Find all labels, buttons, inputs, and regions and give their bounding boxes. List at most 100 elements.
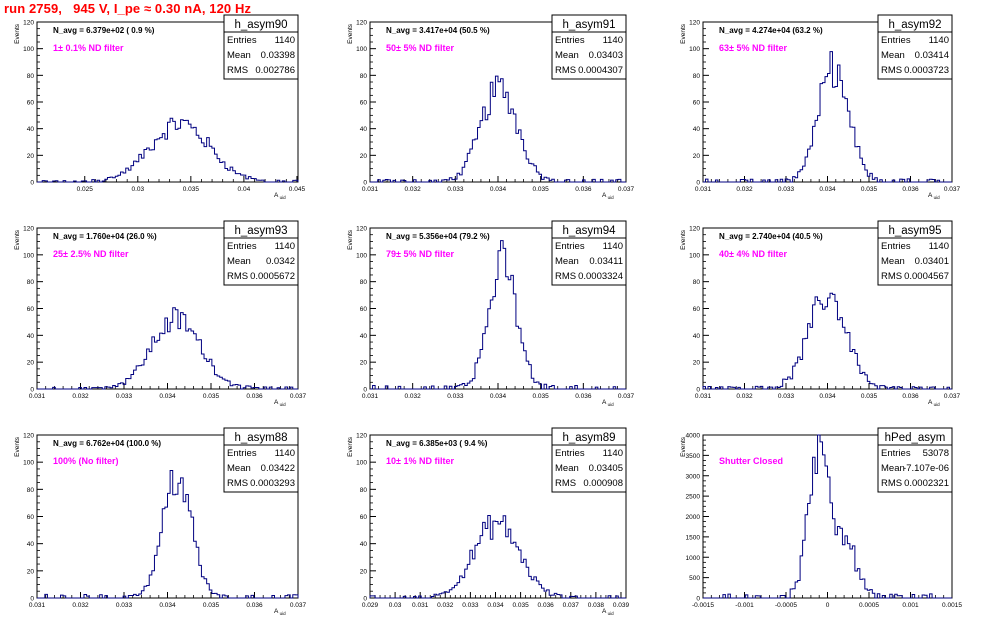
stats-value-entries: 1140 <box>603 241 623 252</box>
stats-value-rms: 0.0004567 <box>904 271 949 282</box>
x-axis-title-main: A <box>928 192 933 199</box>
x-axis-title: A uid <box>602 399 614 407</box>
stats-box: h_asym93 Entries 1140 Mean 0.0342 RMS 0.000567… <box>223 220 299 286</box>
x-tick-label: 0.033 <box>778 186 795 193</box>
x-tick-label: 0.037 <box>944 393 961 400</box>
histogram-name: h_asym92 <box>888 19 941 31</box>
stats-value-rms: 0.0004307 <box>578 65 623 76</box>
x-axis-title-main: A <box>274 608 279 615</box>
stats-box: h_asym95 Entries 1140 Mean 0.03401 RMS 0.00045… <box>877 220 953 286</box>
x-axis-title-main: A <box>274 192 279 199</box>
x-tick-label: 0.038 <box>588 602 605 609</box>
x-tick-label: 0.032 <box>72 602 89 609</box>
y-tick-label: 40 <box>360 541 368 548</box>
y-tick-label: 3000 <box>686 473 701 480</box>
filter-label: 100% (No filter) <box>53 456 119 466</box>
x-tick-label: 0.035 <box>512 602 529 609</box>
x-tick-label: 0.034 <box>819 186 836 193</box>
navg-label: N_avg = 3.417e+04 (50.5 %) <box>386 26 490 35</box>
stats-key-rms: RMS <box>881 478 902 489</box>
y-tick-label: 2000 <box>686 514 701 521</box>
stats-key-mean: Mean <box>881 463 905 474</box>
y-tick-label: 100 <box>23 460 34 467</box>
x-tick-label: 0.035 <box>861 186 878 193</box>
y-tick-label: 20 <box>27 153 35 160</box>
stats-value-rms: 0.0002321 <box>904 478 949 489</box>
x-tick-label: 0.035 <box>203 602 220 609</box>
stats-box-frame <box>551 220 627 286</box>
histogram-line <box>703 434 952 599</box>
histogram-line <box>370 75 626 183</box>
x-axis-title-main: A <box>602 608 607 615</box>
stats-value-mean: 0.03411 <box>589 256 623 267</box>
y-tick-label: 2500 <box>686 494 701 501</box>
x-axis-title-main: A <box>274 399 279 406</box>
histogram-line <box>702 292 952 390</box>
filter-label: 1± 0.1% ND filter <box>53 43 124 53</box>
x-tick-label: 0.033 <box>462 602 479 609</box>
stats-value-entries: 53078 <box>923 448 949 459</box>
x-tick-label: 0.032 <box>72 393 89 400</box>
stats-value-entries: 1140 <box>275 35 295 46</box>
histogram-pad-h_asym93: 0 20 40 60 80 100 120 0.031 0.032 0.033 0.034 0.035… <box>14 220 307 407</box>
stats-key-rms: RMS <box>227 65 248 76</box>
filter-label: 40± 4% ND filter <box>719 249 787 259</box>
y-tick-label: 60 <box>360 514 368 521</box>
y-tick-label: 1000 <box>686 555 701 562</box>
x-tick-label: 0.031 <box>695 186 712 193</box>
stats-key-mean: Mean <box>227 50 251 61</box>
stats-value-mean: 0.03405 <box>589 463 623 474</box>
y-tick-label: 0 <box>30 387 34 394</box>
y-tick-label: 100 <box>356 46 367 53</box>
y-tick-label: 40 <box>27 126 35 133</box>
x-tick-label: 0.037 <box>944 186 961 193</box>
stats-value-mean: 0.0342 <box>266 256 295 267</box>
y-tick-label: 100 <box>356 252 367 259</box>
y-tick-label: 80 <box>693 279 701 286</box>
histogram-pad-h_asym95: 0 20 40 60 80 100 120 0.031 0.032 0.033 0.034 0.035… <box>680 220 961 407</box>
filter-label: 79± 5% ND filter <box>386 249 454 259</box>
y-tick-label: 120 <box>689 226 700 233</box>
navg-label: N_avg = 6.379e+02 ( 0.9 %) <box>53 26 155 35</box>
x-tick-label: 0.033 <box>778 393 795 400</box>
x-axis-title: A uid <box>274 192 286 200</box>
stats-key-mean: Mean <box>227 463 251 474</box>
x-tick-label: -0.0015 <box>692 602 714 609</box>
histogram-pad-h_asym91: 0 20 40 60 80 100 120 0.031 0.032 0.033 0.034 0.035… <box>347 14 635 200</box>
y-tick-label: 60 <box>360 100 368 107</box>
stats-value-rms: 0.0003293 <box>250 478 295 489</box>
y-axis-title: Events <box>14 436 21 457</box>
stats-key-mean: Mean <box>881 50 905 61</box>
stats-key-entries: Entries <box>555 448 585 459</box>
stats-box: h_asym89 Entries 1140 Mean 0.03405 RMS 0.00090… <box>551 427 627 493</box>
histogram-name: h_asym93 <box>234 225 287 237</box>
x-tick-label: 0.034 <box>490 393 507 400</box>
histogram-name: h_asym94 <box>562 225 616 237</box>
navg-label: N_avg = 6.762e+04 (100.0 %) <box>53 439 161 448</box>
x-tick-label: 0.031 <box>29 393 46 400</box>
stats-value-rms: 0.0003324 <box>578 271 623 282</box>
x-axis-title-sub: uid <box>278 195 286 200</box>
y-tick-label: 0 <box>363 387 367 394</box>
y-tick-label: 40 <box>693 126 701 133</box>
x-tick-label: 0.037 <box>563 602 580 609</box>
x-tick-label: 0.031 <box>29 602 46 609</box>
stats-key-mean: Mean <box>555 256 579 267</box>
stats-box-frame <box>223 14 299 80</box>
histogram-line <box>37 469 299 599</box>
stats-key-entries: Entries <box>881 35 911 46</box>
stats-key-entries: Entries <box>555 35 585 46</box>
stats-box-frame <box>877 14 953 80</box>
histogram-pad-hPed_asym: 0 500 1000 1500 2000 2500 3000 3500 4000 -0.0015 -… <box>680 427 962 609</box>
x-tick-label: 0.031 <box>362 186 379 193</box>
x-tick-label: 0.036 <box>246 602 263 609</box>
y-tick-label: 0 <box>696 387 700 394</box>
y-axis-title: Events <box>347 229 354 250</box>
stats-key-entries: Entries <box>881 241 911 252</box>
filter-label: Shutter Closed <box>719 456 783 466</box>
x-tick-label: 0.033 <box>447 393 464 400</box>
stats-key-mean: Mean <box>555 50 579 61</box>
y-tick-label: 80 <box>360 279 368 286</box>
x-tick-label: 0.035 <box>183 186 200 193</box>
histogram-name: h_asym90 <box>234 19 287 31</box>
